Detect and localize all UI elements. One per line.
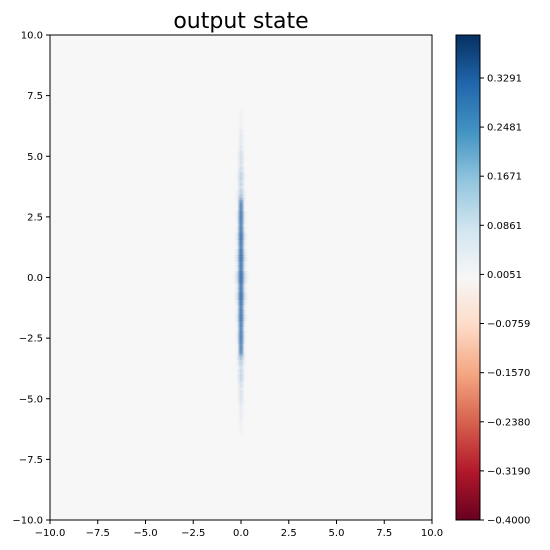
heatmap-band-segment (238, 107, 244, 114)
colorbar-axis: −0.4000 −0.3190 −0.2380 −0.1570 −0.0759 0.005… (480, 73, 530, 527)
heatmap-band-segment (236, 151, 246, 158)
heatmap-band-segment (237, 413, 245, 420)
heatmap-band-segment (238, 429, 244, 436)
heatmap-band-segment (236, 364, 246, 371)
y-tick-label: 0.0 (27, 273, 43, 284)
heatmap-band-segment (236, 178, 246, 185)
heatmap-band-segment (237, 391, 245, 398)
colorbar-tick-label: 0.2481 (487, 123, 522, 134)
heatmap-band-segment (235, 189, 247, 196)
heatmap-band-segment (237, 140, 245, 147)
y-tick-label: 7.5 (27, 91, 43, 102)
colorbar-tick-label: 0.3291 (487, 73, 522, 84)
heatmap-band-segment (237, 129, 245, 136)
heatmap-band-segment (237, 396, 245, 403)
heatmap-band-segment (237, 135, 245, 142)
x-tick-label: 10.0 (421, 528, 443, 539)
y-tick-label: 10.0 (21, 31, 43, 42)
y-tick-label: 5.0 (27, 152, 43, 163)
heatmap-band-segment (238, 424, 244, 431)
heatmap-band-segment (235, 353, 247, 360)
heatmap-band-segment (237, 145, 245, 152)
heatmap-band-segment (236, 173, 246, 180)
x-tick-label: −7.5 (86, 528, 110, 539)
colorbar-tick-label: 0.1671 (487, 172, 522, 183)
colorbar (455, 34, 481, 521)
heatmap-band-core (239, 199, 243, 356)
y-axis: −10.0 −7.5 −5.0 −2.5 0.0 2.5 5.0 7.5 10.0 (12, 31, 50, 527)
y-tick-label: −2.5 (19, 334, 43, 345)
heatmap-band-segment (237, 402, 245, 409)
heatmap-band-segment (236, 184, 246, 191)
heatmap-band-segment (236, 369, 246, 376)
heatmap-band-segment (236, 167, 246, 174)
x-tick-label: −10.0 (35, 528, 66, 539)
x-tick-label: −5.0 (133, 528, 157, 539)
colorbar-tick-label: 0.0051 (487, 270, 522, 281)
heatmap-band-segment (238, 418, 244, 425)
x-tick-label: 7.5 (376, 528, 392, 539)
colorbar-tick-label: −0.1570 (487, 368, 530, 379)
x-tick-label: 5.0 (329, 528, 345, 539)
y-tick-label: −10.0 (12, 516, 43, 527)
colorbar-tick-label: −0.4000 (487, 516, 530, 527)
heatmap-layer (233, 107, 249, 436)
y-tick-label: −5.0 (19, 394, 43, 405)
y-tick-label: 2.5 (27, 212, 43, 223)
colorbar-tick-label: −0.0759 (487, 319, 530, 330)
colorbar-tick-label: 0.0861 (487, 221, 522, 232)
heatmap-band-segment (238, 113, 244, 120)
heatmap-band-segment (238, 118, 244, 125)
heatmap-band-segment (237, 407, 245, 414)
heatmap-band-segment (236, 156, 246, 163)
heatmap-band-segment (235, 195, 247, 202)
colorbar-tick-label: −0.3190 (487, 466, 530, 477)
x-tick-label: −2.5 (181, 528, 205, 539)
x-axis: −10.0 −7.5 −5.0 −2.5 0.0 2.5 5.0 7.5 10.0 (35, 520, 443, 539)
x-tick-label: 0.0 (233, 528, 249, 539)
heatmap-band-segment (236, 380, 246, 387)
heatmap-band-segment (237, 162, 245, 169)
y-tick-label: −7.5 (19, 455, 43, 466)
heatmap-band-segment (236, 375, 246, 382)
x-tick-label: 2.5 (281, 528, 297, 539)
colorbar-tick-label: −0.2380 (487, 417, 530, 428)
heatmap-band-segment (237, 386, 245, 393)
heatmap-band-segment (236, 358, 246, 365)
chart-title: output state (173, 9, 308, 34)
heatmap-band-segment (238, 124, 244, 131)
